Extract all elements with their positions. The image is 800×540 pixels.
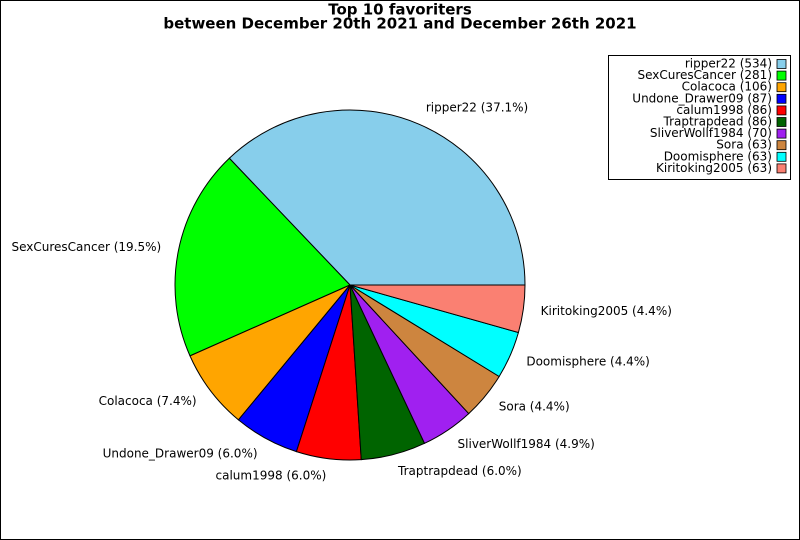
- legend-swatch: [776, 151, 787, 162]
- legend-swatch: [776, 70, 787, 81]
- legend-swatch: [776, 117, 787, 127]
- slice-label: Kiritoking2005 (4.4%): [541, 304, 672, 318]
- legend-swatch: [776, 59, 787, 69]
- legend-box: [608, 55, 791, 180]
- slice-label: Sora (4.4%): [499, 400, 570, 414]
- legend-swatch: [776, 93, 787, 104]
- legend-label: Kiritoking2005 (63): [656, 161, 772, 175]
- legend-swatch: [776, 140, 787, 151]
- legend-label: Colacoca (106): [682, 80, 772, 94]
- slice-label: Colacoca (7.4%): [99, 394, 197, 408]
- legend-label: ripper22 (534): [685, 57, 772, 71]
- pie-slice: [174, 157, 351, 357]
- legend-label: Sora (63): [716, 138, 772, 152]
- legend-label: Traptrapdead (86): [663, 115, 773, 129]
- legend-label: Doomisphere (63): [664, 149, 772, 163]
- legend-label: SexCuresCancer (281): [637, 68, 772, 82]
- chart-subtitle: between December 20th 2021 and December …: [163, 15, 636, 33]
- slice-label: calum1998 (6.0%): [216, 469, 327, 483]
- legend-label: calum1998 (86): [676, 103, 772, 117]
- legend-label: SliverWollf1984 (70): [650, 126, 772, 140]
- legend-swatch: [776, 128, 787, 139]
- slice-label: SliverWollf1984 (4.9%): [458, 437, 595, 451]
- legend-label: Undone_Drawer09 (87): [632, 91, 772, 105]
- pie-slice: [349, 284, 526, 334]
- slice-label: Doomisphere (4.4%): [526, 355, 650, 369]
- slice-label: Undone_Drawer09 (6.0%): [103, 446, 258, 460]
- legend-swatch: [776, 82, 787, 93]
- pie-slice: [228, 109, 526, 286]
- legend-swatch: [776, 163, 787, 174]
- slice-label: ripper22 (37.1%): [426, 101, 528, 115]
- chart-title: Top 10 favoriters: [328, 1, 472, 19]
- legend-swatch: [776, 105, 787, 116]
- slice-label: Traptrapdead (6.0%): [397, 464, 522, 478]
- slice-label: SexCuresCancer (19.5%): [11, 240, 161, 254]
